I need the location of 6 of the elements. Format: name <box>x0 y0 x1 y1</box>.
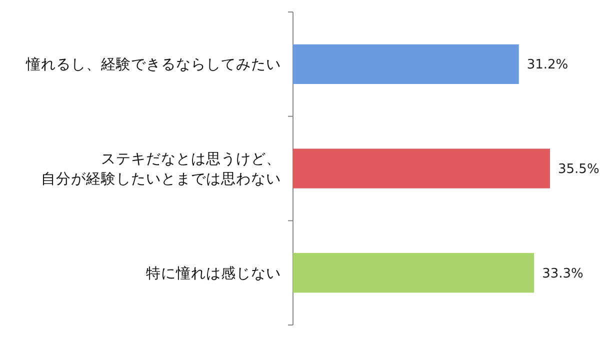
data-label: 31.2% <box>526 58 568 73</box>
y-tick-label: 特に憧れは感じない <box>146 264 281 282</box>
y-tick-label: 憧れるし、経験できるならしてみたい <box>25 56 281 74</box>
data-label: 33.3% <box>542 266 584 282</box>
data-label: 35.5% <box>558 162 600 178</box>
y-tick-label: ステキだなとは思うけど、自分が経験したいとまでは思わない <box>41 152 281 188</box>
